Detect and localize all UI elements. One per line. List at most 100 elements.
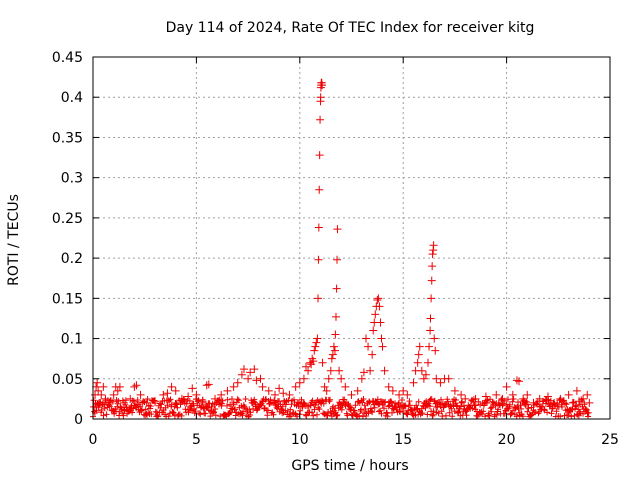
data-point (304, 366, 313, 375)
data-point (371, 310, 380, 319)
data-point (574, 397, 583, 406)
data-point (378, 342, 387, 351)
data-point (275, 384, 284, 393)
data-point (115, 382, 124, 391)
data-point (250, 365, 259, 374)
data-markers (90, 78, 594, 411)
data-point (192, 390, 201, 399)
data-point (198, 397, 207, 406)
data-point (424, 358, 433, 367)
data-point (331, 312, 340, 321)
data-point (428, 250, 437, 259)
y-tick-label: 0.35 (52, 130, 83, 146)
data-point (171, 386, 180, 395)
data-point (535, 394, 544, 403)
data-point (318, 358, 327, 367)
data-point (330, 346, 339, 355)
data-point (324, 374, 333, 383)
data-point (126, 394, 135, 403)
data-point (109, 390, 118, 399)
x-tick-label: 0 (89, 432, 98, 448)
data-point (436, 378, 445, 387)
data-point (326, 366, 335, 375)
data-point (432, 374, 441, 383)
data-point (329, 342, 338, 351)
data-point (364, 342, 373, 351)
data-point (529, 398, 538, 407)
data-point (322, 386, 331, 395)
data-point (246, 368, 255, 377)
data-point (132, 381, 141, 390)
y-tick-label: 0.1 (61, 332, 83, 348)
data-point (368, 350, 377, 359)
data-point (309, 357, 318, 366)
data-point (376, 318, 385, 327)
data-point (508, 390, 517, 399)
data-point (188, 384, 197, 393)
data-point (498, 394, 507, 403)
data-point (167, 382, 176, 391)
y-tick-label: 0.25 (52, 211, 83, 227)
data-point (279, 389, 288, 398)
data-point (543, 392, 552, 401)
data-point (223, 386, 232, 395)
data-point (233, 378, 242, 387)
y-axis-title: ROTI / TECUs (6, 194, 22, 286)
y-tick-label: 0 (74, 412, 83, 428)
data-point (95, 398, 104, 407)
data-point (151, 397, 160, 406)
data-point (314, 255, 323, 264)
data-point (313, 294, 322, 303)
data-point (136, 390, 145, 399)
data-point (512, 376, 521, 385)
y-tick-label: 0.45 (52, 50, 83, 66)
data-point (177, 394, 186, 403)
data-point (211, 394, 220, 403)
chart-title: Day 114 of 2024, Rate Of TEC Index for r… (166, 20, 535, 36)
data-point (413, 358, 422, 367)
baseline-noise-band (90, 395, 592, 420)
data-point (429, 241, 438, 250)
data-point (318, 81, 327, 90)
data-point (184, 392, 193, 401)
data-point (244, 374, 253, 383)
data-point (523, 390, 532, 399)
data-point (333, 255, 342, 264)
data-point (99, 382, 108, 391)
y-tick-label: 0.2 (61, 251, 83, 267)
data-point (426, 314, 435, 323)
data-point (335, 366, 344, 375)
y-tick-label: 0.05 (52, 372, 83, 388)
data-point (421, 370, 430, 379)
data-point (428, 262, 437, 271)
data-point (373, 295, 382, 304)
data-point (481, 392, 490, 401)
data-point (568, 398, 577, 407)
data-point (399, 386, 408, 395)
data-point (217, 390, 226, 399)
data-point (426, 326, 435, 335)
data-point (450, 386, 459, 395)
y-axis-ticks: 0 0.05 0.1 0.15 0.2 0.25 0.3 0.35 0.4 0.45 (52, 50, 610, 428)
data-point (313, 334, 322, 343)
noise-band-markers (90, 395, 592, 420)
data-point (585, 398, 594, 407)
data-point (471, 394, 480, 403)
data-point (327, 354, 336, 363)
data-point (461, 394, 470, 403)
x-axis-ticks: 0 5 10 15 20 25 (89, 57, 619, 448)
data-point (519, 394, 528, 403)
data-point (409, 378, 418, 387)
data-point (369, 326, 378, 335)
data-point (556, 394, 565, 403)
data-point (359, 368, 368, 377)
y-tick-label: 0.4 (61, 90, 83, 106)
data-point (357, 374, 366, 383)
data-point (427, 276, 436, 285)
data-point (229, 382, 238, 391)
data-point (414, 350, 423, 359)
data-point (90, 402, 99, 411)
grid (93, 57, 610, 419)
x-tick-label: 25 (601, 432, 619, 448)
data-point (94, 386, 103, 395)
